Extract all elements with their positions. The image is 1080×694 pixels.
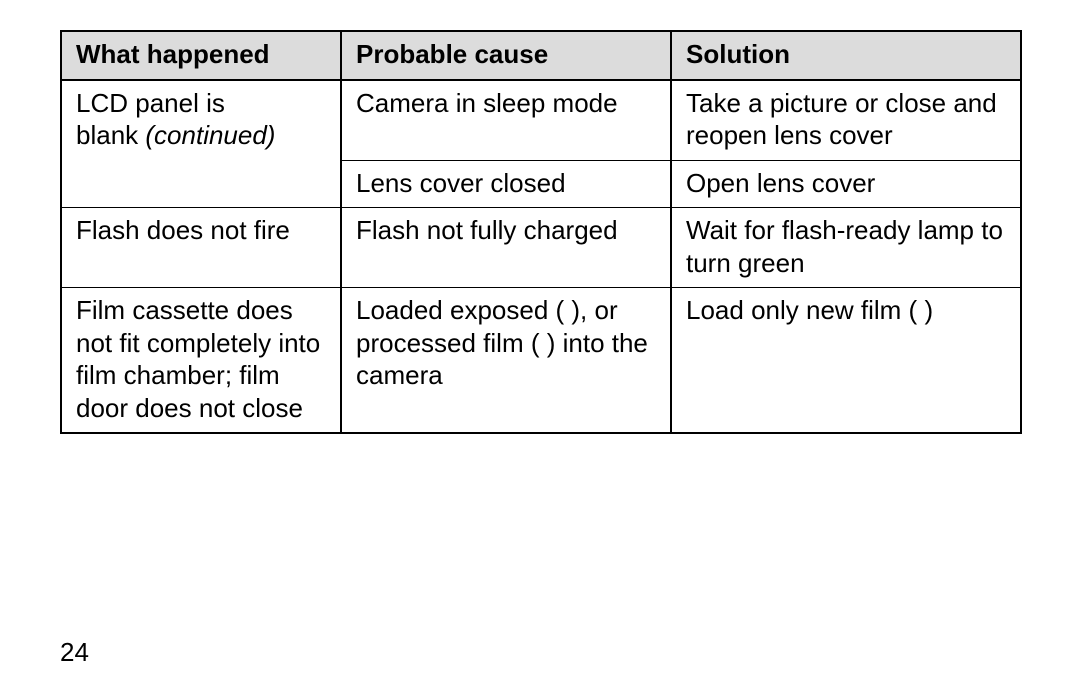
text-line: blank (76, 120, 145, 150)
cell-what-flash: Flash does not fire (61, 208, 341, 288)
cell-cause: Flash not fully charged (341, 208, 671, 288)
troubleshooting-table: What happened Probable cause Solution LC… (60, 30, 1022, 434)
page-number: 24 (60, 637, 89, 668)
cell-cause: Camera in sleep mode (341, 80, 671, 161)
manual-page: What happened Probable cause Solution LC… (0, 0, 1080, 694)
table-row: LCD panel is blank (continued) Camera in… (61, 80, 1021, 161)
cell-cause: Loaded exposed ( ), or processed film ( … (341, 288, 671, 434)
cell-solution: Wait for flash-ready lamp to turn green (671, 208, 1021, 288)
cell-what-lcd-blank: LCD panel is blank (continued) (61, 80, 341, 208)
table-row: Flash does not fire Flash not fully char… (61, 208, 1021, 288)
col-header-what-happened: What happened (61, 31, 341, 80)
continued-label: (continued) (145, 120, 275, 150)
col-header-probable-cause: Probable cause (341, 31, 671, 80)
cell-what-film-cassette: Film cassette does not fit completely in… (61, 288, 341, 434)
table-header-row: What happened Probable cause Solution (61, 31, 1021, 80)
col-header-solution: Solution (671, 31, 1021, 80)
cell-solution: Open lens cover (671, 160, 1021, 208)
cell-solution: Take a picture or close and reopen lens … (671, 80, 1021, 161)
cell-cause: Lens cover closed (341, 160, 671, 208)
cell-solution: Load only new film ( ) (671, 288, 1021, 434)
text-line: LCD panel is (76, 88, 225, 118)
table-row: Film cassette does not fit completely in… (61, 288, 1021, 434)
